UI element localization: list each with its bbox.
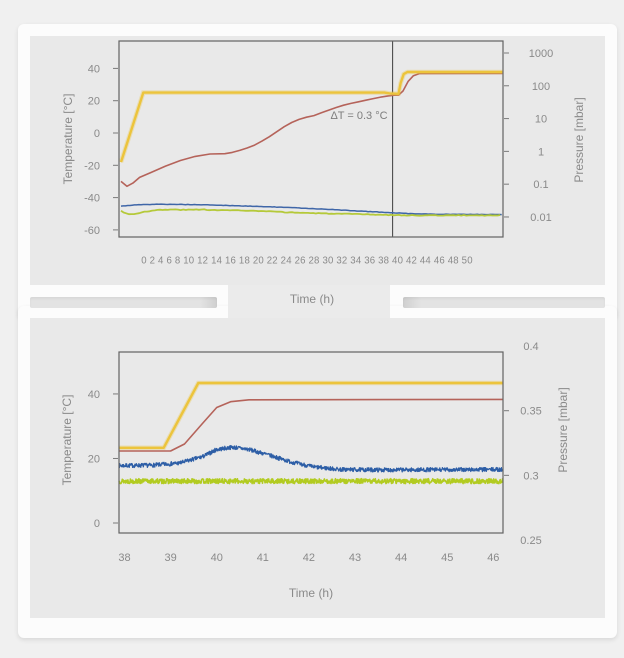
delta-t-annotation: ΔT = 0.3 °C — [330, 110, 388, 122]
top-x-tick-labels: 0 2 4 6 8 10 12 14 16 18 20 22 24 26 28 … — [141, 255, 473, 267]
top-temperature-axis-title: Temperature [°C] — [61, 93, 75, 185]
bottom-temperature-axis-title: Temperature [°C] — [60, 394, 74, 486]
bottom-time-axis-title: Time (h) — [288, 586, 334, 600]
connector-tab-right — [403, 297, 605, 308]
bottom-card — [30, 318, 605, 618]
top-card — [30, 36, 605, 285]
top-pressure-axis-title: Pressure [mbar] — [572, 97, 586, 183]
connector-tab-left — [30, 297, 217, 308]
bottom-pressure-axis-title: Pressure [mbar] — [556, 387, 570, 473]
top-time-axis-title: Time (h) — [289, 292, 335, 306]
connector-gap — [228, 285, 390, 318]
